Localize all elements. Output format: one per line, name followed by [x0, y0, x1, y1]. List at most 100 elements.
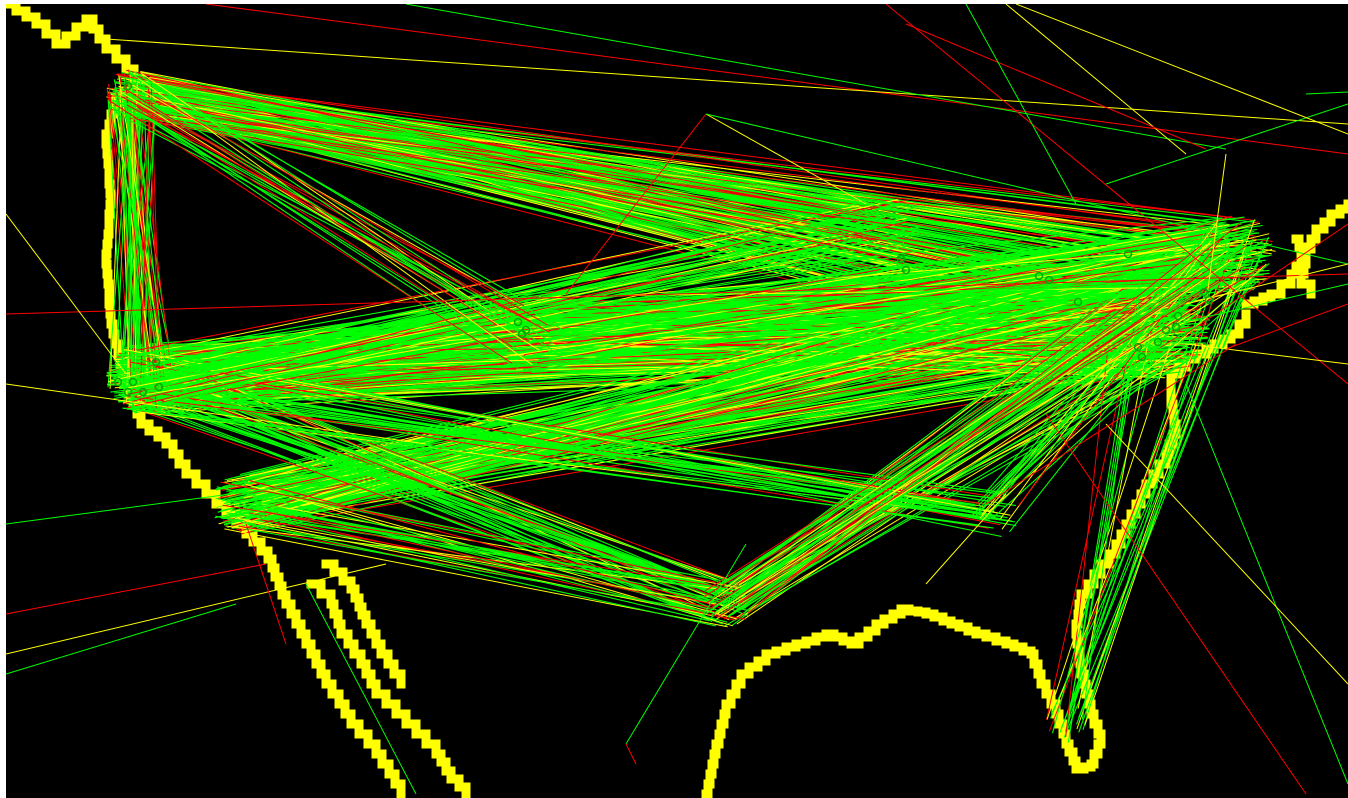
flight-route-long — [6, 563, 267, 615]
flight-route — [124, 89, 133, 357]
flight-route — [747, 222, 1241, 614]
flight-route — [504, 285, 1222, 366]
flight-route — [522, 260, 1217, 371]
flight-route — [170, 380, 720, 590]
flight-route-long — [6, 483, 307, 525]
flight-route — [503, 269, 1270, 322]
flight-route — [977, 257, 1220, 515]
flight-route — [532, 243, 1253, 304]
flight-route — [124, 349, 981, 512]
flight-route — [1046, 343, 1172, 720]
flight-route — [747, 328, 1203, 606]
flight-route — [711, 250, 1228, 601]
airport-marker[interactable] — [513, 317, 523, 327]
flight-route — [1059, 351, 1199, 733]
flight-route — [739, 239, 1254, 595]
flight-route-long — [985, 343, 1237, 505]
flight-route — [555, 259, 1208, 345]
airport-marker[interactable] — [154, 382, 164, 392]
flight-route — [143, 93, 157, 359]
airport-marker[interactable] — [1204, 295, 1214, 305]
east-detail-coastline — [1291, 234, 1316, 299]
flight-route — [220, 481, 716, 583]
flight-route-long — [1105, 103, 1348, 185]
flight-route — [265, 511, 716, 610]
flight-route — [725, 261, 1230, 608]
flight-route — [267, 491, 727, 590]
airport-marker[interactable] — [896, 254, 906, 264]
flight-route-long — [105, 38, 1348, 125]
airport-marker[interactable] — [1161, 325, 1171, 335]
map-canvas — [6, 4, 1348, 798]
flight-route — [128, 71, 519, 298]
flight-route-long — [405, 4, 1227, 150]
flight-route — [137, 200, 907, 351]
flight-route — [126, 104, 550, 333]
flight-route — [736, 326, 1173, 625]
flight-route-long — [1045, 413, 1307, 795]
airport-marker[interactable] — [1123, 249, 1133, 259]
airport-marker[interactable] — [138, 387, 148, 397]
airport-marker[interactable] — [123, 387, 133, 397]
airport-marker[interactable] — [128, 377, 138, 387]
flight-route — [142, 77, 552, 343]
flight-route — [226, 512, 743, 592]
flight-route — [706, 266, 1245, 604]
airport-marker[interactable] — [1173, 311, 1183, 321]
flight-route — [247, 222, 1261, 483]
flight-route — [135, 99, 531, 322]
airport-marker[interactable] — [1044, 275, 1054, 285]
flight-route — [727, 277, 1214, 618]
airport-marker[interactable] — [1133, 342, 1143, 352]
flight-route — [230, 363, 1124, 526]
flight-route — [267, 517, 710, 622]
flight-route — [154, 95, 549, 326]
flight-route — [704, 245, 1247, 592]
flight-route — [249, 480, 710, 605]
airport-marker[interactable] — [1171, 322, 1181, 332]
mexico-inner-coastline — [321, 559, 406, 689]
flight-route — [109, 105, 549, 334]
flight-route — [142, 391, 737, 595]
flight-route — [737, 326, 1152, 603]
airport-marker[interactable] — [1034, 271, 1044, 281]
flight-route — [741, 266, 1236, 592]
flight-route — [153, 98, 898, 257]
airport-marker[interactable] — [1153, 337, 1163, 347]
flight-route-long — [6, 273, 1348, 315]
flight-route — [125, 113, 910, 206]
flight-route — [168, 398, 1005, 495]
flight-route — [141, 407, 1015, 523]
flight-route — [149, 86, 886, 219]
flight-route — [730, 316, 1115, 583]
flight-route — [234, 511, 713, 591]
flight-route-long — [6, 603, 237, 675]
flight-route — [117, 75, 1231, 218]
flight-route — [118, 102, 856, 237]
airport-marker[interactable] — [1073, 297, 1083, 307]
flight-route — [215, 285, 1244, 491]
airport-marker[interactable] — [1137, 352, 1147, 362]
flight-route — [143, 398, 744, 599]
flight-route-long — [965, 4, 1077, 205]
airport-marker[interactable] — [517, 329, 527, 339]
flight-route — [1077, 331, 1151, 709]
airport-marker[interactable] — [1199, 287, 1209, 297]
airport-marker[interactable] — [123, 81, 133, 91]
flight-map[interactable] — [6, 4, 1348, 798]
flight-route — [161, 234, 883, 391]
airport-marker[interactable] — [113, 377, 123, 387]
flight-route-long — [1305, 91, 1348, 95]
flight-route — [111, 92, 493, 342]
flight-route — [121, 112, 872, 262]
flight-route — [738, 279, 1250, 586]
flight-route — [120, 101, 497, 338]
airport-marker[interactable] — [151, 357, 161, 367]
flight-route — [129, 405, 715, 602]
flight-route — [499, 249, 1223, 358]
flight-route — [147, 97, 495, 320]
flight-route — [543, 223, 1221, 340]
flight-routes-layer — [6, 4, 1348, 795]
airport-marker[interactable] — [901, 265, 911, 275]
flight-route — [138, 110, 172, 370]
